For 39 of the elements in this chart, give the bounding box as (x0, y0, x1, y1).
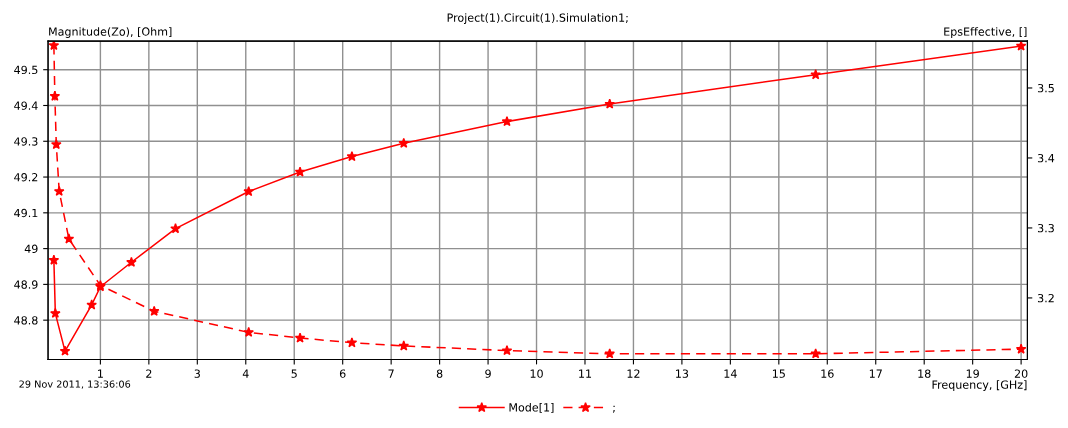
y-axis-title: Magnitude(Zo), [Ohm] (49, 27, 172, 38)
text: 29 Nov 2011, 13:36:06 (19, 380, 131, 389)
x-tick-label: 11 (579, 369, 592, 378)
y2-tick-label: 3.4 (1037, 153, 1055, 163)
y-tick-label: 49.4 (14, 101, 38, 110)
y-tick-label: 49 (24, 244, 38, 253)
y2-axis-title: EpsEffective, [] (944, 27, 1027, 38)
x-tick-label: 20 (1014, 369, 1028, 378)
x-tick-label: 5 (291, 369, 297, 378)
x-tick-label: 16 (821, 369, 834, 378)
y-tick-label: 49.5 (14, 65, 38, 75)
y-tick-label: 48.9 (14, 280, 38, 289)
y2-tick-label: 3.2 (1037, 293, 1054, 303)
y-tick-label: 49.2 (14, 173, 38, 182)
x-tick-label: 18 (918, 369, 931, 378)
chart-title: Project(1).Circuit(1).Simulation1; (447, 13, 628, 24)
y2-tick-label: 3.5 (1037, 83, 1054, 93)
legend-label: ; (613, 405, 615, 413)
x-tick-label: 8 (436, 369, 443, 378)
x-tick-label: 12 (627, 369, 640, 378)
x-tick-label: 7 (388, 369, 394, 378)
y-tick-label: 49.3 (14, 137, 38, 146)
x-tick-label: 2 (146, 369, 152, 378)
x-tick-label: 9 (485, 369, 491, 378)
y2-tick-label: 3.3 (1037, 223, 1054, 233)
x-tick-label: 19 (966, 369, 979, 378)
y-tick-label: 49.1 (14, 208, 38, 218)
x-tick-label: 1 (98, 369, 103, 378)
x-tick-label: 15 (772, 369, 785, 378)
x-tick-label: 4 (242, 369, 249, 378)
x-tick-label: 14 (724, 369, 737, 378)
x-tick-label: 17 (869, 369, 882, 378)
x-tick-label: 6 (339, 369, 346, 378)
x-axis-title: Frequency, [GHz] (932, 380, 1027, 391)
x-tick-label: 10 (530, 369, 543, 378)
x-tick-label: 3 (194, 369, 200, 378)
legend-label: Mode[1] (509, 402, 554, 413)
x-tick-label: 13 (676, 369, 689, 378)
y-tick-label: 48.8 (14, 316, 38, 325)
